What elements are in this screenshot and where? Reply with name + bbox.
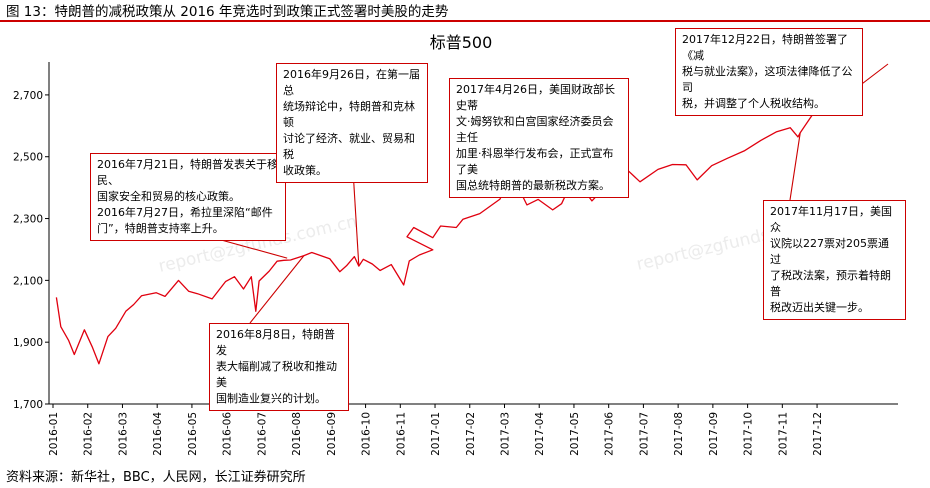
- x-tick-label: 2017-11: [777, 412, 789, 456]
- annotation-line: 税，并调整了个人税收结构。: [682, 97, 825, 110]
- x-tick-label: 2016-04: [152, 412, 164, 456]
- annotation-line: 2016年7月21日，特朗普发表关于移民、: [97, 158, 278, 187]
- x-tick-label: 2016-10: [361, 412, 373, 456]
- annotation-sep: 2016年9月26日，在第一届总 统场辩论中，特朗普和克林顿 讨论了经济、就业、贸易…: [276, 63, 428, 183]
- y-tick-label: 2,300: [13, 214, 43, 226]
- x-tick-label: 2017-08: [673, 412, 685, 456]
- x-tick-label: 2017-06: [604, 412, 616, 456]
- y-tick-label: 2,100: [13, 275, 43, 287]
- x-tick-label: 2016-07: [256, 412, 268, 456]
- annotation-line: 文·姆努钦和白宫国家经济委员会主任: [456, 115, 614, 144]
- source-note: 资料来源：新华社，BBC，人民网，长江证券研究所: [6, 470, 306, 485]
- annotation-leader: [789, 132, 801, 201]
- x-tick-label: 2017-09: [708, 412, 720, 456]
- annotation-line: 2017年12月22日，特朗普签署了《减: [682, 33, 848, 62]
- annotation-line: 国家安全和贸易的核心政策。: [97, 190, 240, 203]
- x-tick-label: 2016-09: [326, 412, 338, 456]
- x-tick-label: 2016-01: [48, 412, 60, 456]
- annotation-line: 了税改法案，预示着特朗普: [770, 269, 891, 298]
- y-tick-label: 2,500: [13, 152, 43, 164]
- annotation-line: 收政策。: [283, 164, 327, 177]
- annotation-line: 国制造业复兴的计划。: [216, 392, 326, 405]
- annotation-aug: 2016年8月8日，特朗普发 表大幅削减了税收和推动美国制造业复兴的计划。: [209, 323, 349, 411]
- annotation-line: 2016年9月26日，在第一届总: [283, 68, 420, 97]
- x-tick-label: 2016-02: [83, 412, 95, 456]
- annotation-line: 2016年7月27日，希拉里深陷“邮件: [97, 206, 273, 219]
- annotation-line: 2017年11月17日，美国众: [770, 205, 892, 234]
- annotation-line: 税改迈出关键一步。: [770, 301, 869, 314]
- sp500-series-line: [55, 97, 849, 365]
- x-tick-label: 2016-11: [395, 412, 407, 456]
- annotation-line: 加里·科恩举行发布会，正式宣布了美: [456, 147, 614, 176]
- annotation-line: 讨论了经济、就业、贸易和税: [283, 132, 415, 161]
- x-tick-label: 2017-12: [812, 412, 824, 456]
- x-tick-label: 2017-07: [638, 412, 650, 456]
- chart-title: 标普500: [430, 33, 493, 52]
- annotation-apr: 2017年4月26日，美国财政部长史蒂 文·姆努钦和白宫国家经济委员会主任 加里·科…: [449, 78, 629, 198]
- y-tick-label: 2,700: [13, 90, 43, 102]
- annotation-line: 门”，特朗普支持率上升。: [97, 222, 224, 235]
- annotation-line: 议院以227票对205票通过: [770, 237, 889, 266]
- x-tick-label: 2017-10: [743, 412, 755, 456]
- annotation-line: 统场辩论中，特朗普和克林顿: [283, 100, 415, 129]
- x-tick-label: 2016-08: [291, 412, 303, 456]
- annotation-line: 国总统特朗普的最新税改方案。: [456, 179, 610, 192]
- x-tick-label: 2017-03: [499, 412, 511, 456]
- x-tick-label: 2017-02: [465, 412, 477, 456]
- annotation-leader: [249, 255, 305, 324]
- annotation-line: 2016年8月8日，特朗普发: [216, 328, 335, 357]
- y-tick-label: 1,700: [13, 399, 43, 411]
- annotation-dec: 2017年12月22日，特朗普签署了《减 税与就业法案》，这项法律降低了公司税，并…: [675, 28, 863, 116]
- x-tick-label: 2017-05: [569, 412, 581, 456]
- figure-header: 图 13：特朗普的减税政策从 2016 年竞选时到政策正式签署时美股的走势: [6, 4, 449, 20]
- annotation-line: 税与就业法案》，这项法律降低了公司: [682, 65, 853, 94]
- annotation-line: 2017年4月26日，美国财政部长史蒂: [456, 83, 615, 112]
- x-tick-label: 2016-03: [117, 412, 129, 456]
- annotation-jul: 2016年7月21日，特朗普发表关于移民、国家安全和贸易的核心政策。 2016年7…: [90, 153, 286, 241]
- x-tick-label: 2016-05: [187, 412, 199, 456]
- annotation-nov: 2017年11月17日，美国众 议院以227票对205票通过 了税改法案，预示着特朗…: [763, 200, 906, 320]
- y-tick-label: 1,900: [13, 337, 43, 349]
- x-tick-label: 2016-06: [222, 412, 234, 456]
- annotation-line: 表大幅削减了税收和推动美: [216, 360, 337, 389]
- x-tick-label: 2017-04: [534, 412, 546, 456]
- x-tick-label: 2017-01: [430, 412, 442, 456]
- header-divider: [0, 20, 930, 22]
